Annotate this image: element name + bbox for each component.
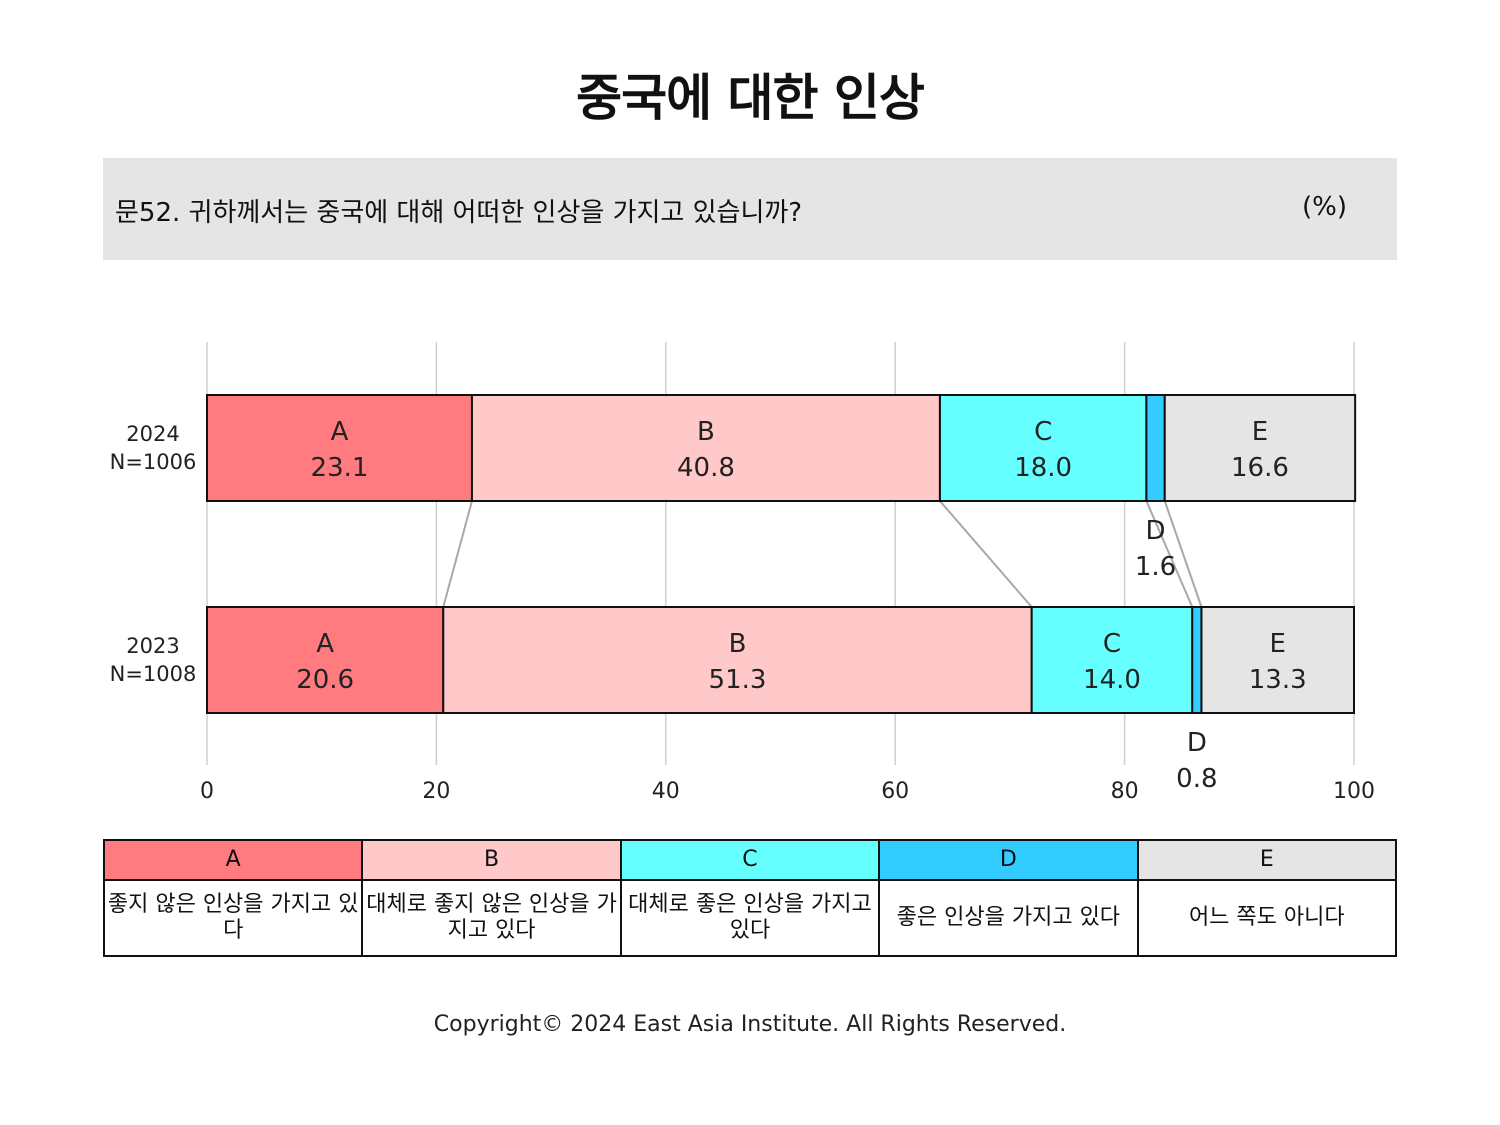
legend-table: A B C D E 좋지 않은 인상을 가지고 있다 대체로 좋지 않은 인상을…	[102, 839, 1398, 957]
segment-category-label: E	[1252, 417, 1268, 447]
connector-line	[939, 500, 1033, 608]
bar-segment-b	[470, 394, 941, 502]
data-label: 16.6	[1231, 453, 1289, 483]
legend-key-a: A	[102, 839, 364, 881]
chart-title: 중국에 대한 인상	[576, 69, 925, 127]
data-label: 18.0	[1014, 453, 1072, 483]
stacked-bar-chart: 0 20 40 60 80 100 A 23.1 B 40.8 C 18.0 D 1.6 E 16.6 2024…	[110, 342, 1375, 804]
legend-key-e: E	[1136, 839, 1398, 881]
segment-category-label: C	[1034, 417, 1052, 447]
data-label: 23.1	[311, 453, 369, 483]
bar-segment-a	[206, 606, 445, 714]
unit-label: (%)	[1302, 192, 1347, 222]
legend-label-a: 좋지 않은 인상을 가지고 있다	[102, 879, 364, 957]
legend-label-e: 어느 쪽도 아니다	[1136, 879, 1398, 957]
legend-label-row: 좋지 않은 인상을 가지고 있다 대체로 좋지 않은 인상을 가지고 있다 대체…	[102, 879, 1398, 957]
bar-segment-a	[206, 394, 473, 502]
legend-key-c: C	[619, 839, 881, 881]
segment-category-label: D	[1187, 728, 1207, 758]
data-label: 40.8	[677, 453, 735, 483]
bar-segment-e	[1200, 606, 1355, 714]
x-tick-label: 60	[881, 779, 909, 804]
data-label: 1.6	[1135, 552, 1176, 582]
question-text: 문52. 귀하께서는 중국에 대해 어떠한 인상을 가지고 있습니까?	[115, 198, 803, 228]
legend-label-c: 대체로 좋은 인상을 가지고 있다	[619, 879, 881, 957]
bar-segment-b	[442, 606, 1033, 714]
legend-label-d: 좋은 인상을 가지고 있다	[878, 879, 1139, 957]
data-label: 13.3	[1249, 665, 1307, 695]
legend-label-b: 대체로 좋지 않은 인상을 가지고 있다	[361, 879, 622, 957]
segment-category-label: A	[316, 629, 334, 659]
legend-header-row: A B C D E	[102, 839, 1398, 881]
row-year-label: 2024	[126, 422, 179, 446]
row-year-label: 2023	[126, 634, 179, 658]
bar-segment-d	[1191, 606, 1203, 714]
bar-segment-c	[1030, 606, 1194, 714]
data-label: 51.3	[709, 665, 767, 695]
data-label: 14.0	[1083, 665, 1141, 695]
bar-segment-c	[938, 394, 1148, 502]
row-n-label: N=1006	[110, 450, 197, 474]
data-label: 0.8	[1176, 764, 1217, 794]
connector-line	[1145, 500, 1194, 608]
x-tick-label: 100	[1333, 779, 1375, 804]
bar-segment-e	[1163, 394, 1357, 502]
bar-segment-d	[1145, 394, 1166, 502]
legend-key-b: B	[361, 839, 622, 881]
segment-category-label: A	[331, 417, 349, 447]
copyright-text: Copyright© 2024 East Asia Institute. All…	[433, 1012, 1067, 1037]
segment-category-label: C	[1103, 629, 1121, 659]
segment-category-label: B	[729, 629, 747, 659]
connector-line	[442, 500, 473, 608]
row-n-label: N=1008	[110, 662, 197, 686]
connector-line	[1163, 500, 1203, 608]
x-tick-label: 40	[652, 779, 680, 804]
question-box: 문52. 귀하께서는 중국에 대해 어떠한 인상을 가지고 있습니까? (%)	[103, 158, 1397, 260]
segment-category-label: D	[1146, 516, 1166, 546]
segment-category-label: B	[697, 417, 715, 447]
data-label: 20.6	[296, 665, 354, 695]
x-tick-label: 0	[200, 779, 214, 804]
segment-category-label: E	[1270, 629, 1286, 659]
legend-key-d: D	[878, 839, 1139, 881]
x-tick-label: 80	[1111, 779, 1139, 804]
x-tick-label: 20	[422, 779, 450, 804]
